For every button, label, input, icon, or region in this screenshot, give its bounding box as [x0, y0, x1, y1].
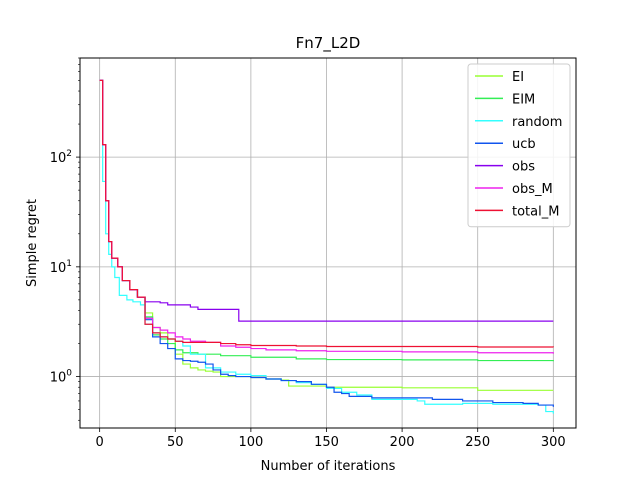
legend-label-obs-m: obs_M — [512, 182, 553, 197]
x-tick-label: 250 — [465, 435, 490, 450]
legend-label-ucb: ucb — [512, 137, 536, 152]
y-tick-label: 101 — [50, 259, 72, 276]
y-tick-label: 100 — [50, 369, 73, 386]
legend-label-random: random — [512, 115, 562, 130]
x-tick-label: 200 — [390, 435, 415, 450]
y-axis-label: Simple regret — [25, 199, 40, 287]
x-tick-label: 0 — [96, 435, 104, 450]
x-tick-label: 150 — [314, 435, 339, 450]
series-layer — [99, 79, 554, 414]
legend-label-eim: EIM — [512, 92, 535, 107]
chart-title: Fn7_L2D — [296, 34, 361, 53]
legend-label-total-m: total_M — [512, 204, 559, 219]
legend-label-ei: EI — [512, 70, 524, 85]
legend-label-obs: obs — [512, 160, 535, 175]
x-tick-label: 50 — [167, 435, 184, 450]
series-line-total-m — [99, 79, 554, 348]
x-axis-label: Number of iterations — [261, 459, 396, 474]
legend-box — [467, 63, 571, 228]
x-tick-label: 100 — [238, 435, 263, 450]
plot-frame — [79, 57, 577, 429]
y-tick-label: 102 — [50, 149, 72, 166]
tick-layer: 0 50 100 150 200 250 300 100 101 102 — [50, 57, 566, 450]
legend: EI EIM random ucb obs obs_M total_M — [467, 63, 571, 228]
x-tick-label: 300 — [541, 435, 566, 450]
